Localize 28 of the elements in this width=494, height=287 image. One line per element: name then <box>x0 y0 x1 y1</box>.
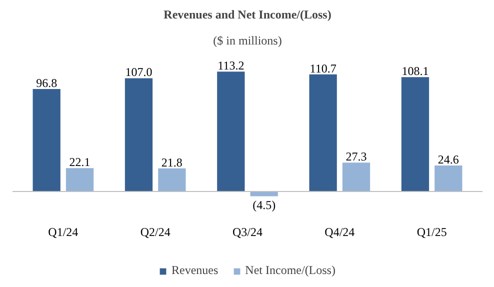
bar <box>217 72 245 192</box>
data-label: 96.8 <box>36 76 58 90</box>
x-tick-label: Q2/24 <box>140 225 170 240</box>
legend-label: Revenues <box>172 263 218 278</box>
bar <box>158 168 186 192</box>
data-label: 113.2 <box>218 58 244 73</box>
x-tick-label: Q4/24 <box>324 225 355 240</box>
data-label: (4.5) <box>252 198 276 212</box>
chart-title: Revenues and Net Income/(Loss) <box>164 8 332 22</box>
bar <box>342 162 370 192</box>
bar <box>401 77 430 192</box>
x-tick-label: Q3/24 <box>232 225 262 240</box>
data-label: 110.7 <box>310 61 336 76</box>
data-label: 24.6 <box>438 152 459 166</box>
x-tick-label: Q1/24 <box>48 225 78 240</box>
bar <box>309 74 337 192</box>
data-label: 107.0 <box>125 65 152 80</box>
data-label: 108.1 <box>402 64 429 78</box>
bar <box>32 89 60 192</box>
data-label: 27.3 <box>346 150 367 164</box>
x-tick-label: Q1/25 <box>416 225 447 240</box>
data-label: 21.8 <box>161 155 182 170</box>
chart-subtitle: ($ in millions) <box>213 34 282 48</box>
bar <box>434 165 462 192</box>
bar <box>124 78 153 192</box>
data-label: 22.1 <box>69 155 90 170</box>
legend-label: Net Income/(Loss) <box>245 263 336 278</box>
bar <box>66 168 94 192</box>
